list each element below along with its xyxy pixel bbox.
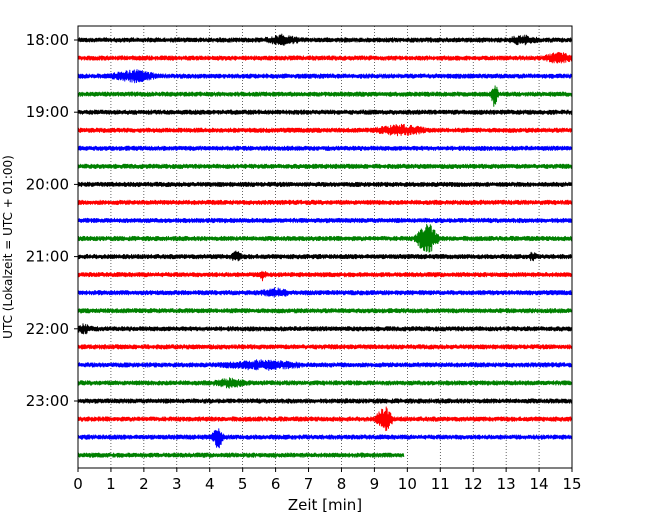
seismic-trace (77, 270, 573, 282)
seismic-trace (77, 145, 573, 151)
seismic-trace (77, 33, 573, 46)
seismic-trace (77, 123, 573, 137)
seismic-trace (77, 69, 573, 84)
x-tick-label: 2 (139, 475, 149, 493)
x-tick-label: 15 (562, 475, 581, 493)
x-tick-label: 3 (172, 475, 182, 493)
seismic-trace (77, 377, 573, 389)
seismic-trace (77, 359, 573, 371)
seismic-trace (77, 344, 573, 350)
seismic-trace (77, 323, 573, 335)
y-tick-label: 19:00 (26, 103, 69, 121)
seismic-trace (77, 163, 573, 169)
x-tick-label: 13 (497, 475, 516, 493)
x-tick-label: 4 (205, 475, 215, 493)
x-tick-label: 11 (431, 475, 450, 493)
x-axis-ticks: 0 1 2 3 4 5 6 7 8 9 10 11 12 13 14 15 (73, 468, 582, 493)
seismic-trace (77, 287, 573, 298)
seismic-trace (77, 199, 573, 206)
seismic-trace (77, 181, 573, 188)
x-tick-label: 5 (238, 475, 248, 493)
y-tick-label: 18:00 (26, 31, 69, 49)
x-tick-label: 1 (106, 475, 116, 493)
x-axis-label: Zeit [min] (288, 496, 362, 514)
seismic-trace (77, 250, 573, 262)
x-tick-label: 7 (304, 475, 314, 493)
x-tick-label: 10 (398, 475, 417, 493)
seismic-trace (77, 452, 405, 458)
plot-frame (77, 25, 573, 469)
y-tick-label: 20:00 (26, 175, 69, 193)
seismic-trace (77, 308, 573, 314)
y-tick-label: 21:00 (26, 248, 69, 266)
x-tick-label: 8 (337, 475, 347, 493)
seismic-trace (77, 223, 573, 253)
seismic-trace (77, 85, 573, 107)
seismic-trace (77, 398, 573, 404)
y-tick-label: 22:00 (26, 320, 69, 338)
x-tick-label: 12 (464, 475, 483, 493)
x-tick-label: 0 (73, 475, 83, 493)
seismic-trace (77, 109, 573, 115)
y-axis-ticks: 18:00 19:00 20:00 21:00 22:00 23:00 (26, 31, 78, 410)
seismic-trace (77, 51, 573, 64)
seismic-trace (77, 428, 573, 449)
seismic-trace (77, 406, 573, 432)
y-axis-label: UTC (Lokalzeit = UTC + 01:00) (1, 155, 15, 339)
y-tick-label: 23:00 (26, 392, 69, 410)
x-tick-label: 14 (530, 475, 549, 493)
seismic-trace (77, 217, 573, 224)
seismic-traces (77, 33, 573, 458)
x-tick-label: 9 (370, 475, 380, 493)
x-tick-label: 6 (271, 475, 281, 493)
